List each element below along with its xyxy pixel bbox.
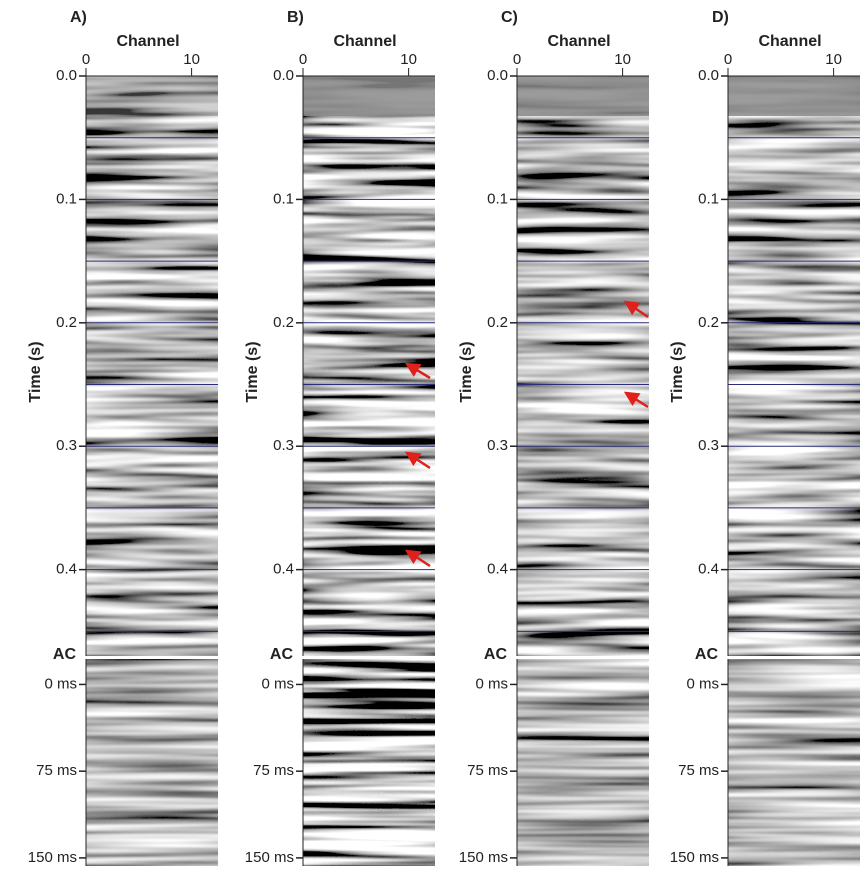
panel-label: B) <box>287 9 304 26</box>
y-axis-label: Time (s) <box>244 341 261 402</box>
panels: A) Channel 0 10 Time (s) 0.0 0.1 0.2 0.3 0.4 AC 0 m… <box>27 9 860 866</box>
ac-y-tick-label: 150 ms <box>28 849 77 866</box>
ac-y-tick-label: 0 ms <box>686 675 719 692</box>
y-tick-label: 0.2 <box>698 314 719 331</box>
panel: D) Channel 0 10 Time (s) 0.0 0.1 0.2 0.3 0.4 AC 0 m… <box>669 9 860 866</box>
x-tick-label: 10 <box>825 51 842 68</box>
y-tick-label: 0.2 <box>273 314 294 331</box>
ac-label: AC <box>270 646 294 663</box>
ac-y-tick-label: 150 ms <box>670 849 719 866</box>
autocorrelation-image <box>86 659 218 866</box>
panel: A) Channel 0 10 Time (s) 0.0 0.1 0.2 0.3 0.4 AC 0 m… <box>27 9 218 866</box>
seismic-image <box>86 76 218 656</box>
quiet-zone <box>86 76 218 116</box>
y-tick-label: 0.3 <box>487 437 508 454</box>
y-axis-label: Time (s) <box>27 341 44 402</box>
arrow <box>404 362 431 380</box>
x-tick-label: 0 <box>724 51 732 68</box>
y-tick-label: 0.3 <box>273 437 294 454</box>
panel-label: A) <box>70 9 87 26</box>
y-tick-label: 0.4 <box>698 561 719 578</box>
x-axis-label: Channel <box>547 33 610 50</box>
y-tick-label: 0.3 <box>56 437 77 454</box>
x-tick-label: 10 <box>183 51 200 68</box>
arrow <box>623 300 649 319</box>
annotation-arrows <box>404 300 649 568</box>
ac-y-tick-label: 150 ms <box>245 849 294 866</box>
panel-label: C) <box>501 9 518 26</box>
y-axis-label: Time (s) <box>669 341 686 402</box>
x-axis-label: Channel <box>758 33 821 50</box>
ac-label: AC <box>695 646 719 663</box>
y-tick-label: 0.1 <box>487 190 508 207</box>
autocorrelation-image <box>728 659 860 866</box>
y-tick-label: 0.0 <box>273 67 294 84</box>
ac-y-tick-label: 150 ms <box>459 849 508 866</box>
arrow <box>623 391 649 409</box>
y-tick-label: 0.0 <box>698 67 719 84</box>
seismic-image <box>303 76 435 656</box>
ac-label: AC <box>53 646 77 663</box>
arrow <box>404 549 431 568</box>
y-tick-label: 0.3 <box>698 437 719 454</box>
y-tick-label: 0.0 <box>487 67 508 84</box>
y-tick-label: 0.2 <box>487 314 508 331</box>
x-tick-label: 0 <box>82 51 90 68</box>
y-tick-label: 0.2 <box>56 314 77 331</box>
y-tick-label: 0.4 <box>273 561 294 578</box>
ac-y-tick-label: 75 ms <box>678 762 719 779</box>
ac-y-tick-label: 0 ms <box>475 675 508 692</box>
seismic-image <box>517 76 649 656</box>
ac-y-tick-label: 75 ms <box>36 762 77 779</box>
ac-y-tick-label: 0 ms <box>44 675 77 692</box>
panel-label: D) <box>712 9 729 26</box>
quiet-zone <box>728 76 860 116</box>
autocorrelation-image <box>517 659 649 866</box>
ac-y-tick-label: 75 ms <box>467 762 508 779</box>
y-tick-label: 0.4 <box>56 561 77 578</box>
y-axis-label: Time (s) <box>458 341 475 402</box>
quiet-zone <box>303 76 435 116</box>
y-tick-label: 0.4 <box>487 561 508 578</box>
x-tick-label: 0 <box>299 51 307 68</box>
ac-label: AC <box>484 646 508 663</box>
panel: B) Channel 0 10 Time (s) 0.0 0.1 0.2 0.3 0.4 AC 0 m… <box>244 9 435 866</box>
panel: C) Channel 0 10 Time (s) 0.0 0.1 0.2 0.3 0.4 AC 0 m… <box>458 9 649 866</box>
autocorrelation-image <box>303 659 435 866</box>
x-tick-label: 10 <box>614 51 631 68</box>
x-axis-label: Channel <box>333 33 396 50</box>
y-tick-label: 0.1 <box>56 190 77 207</box>
seismic-image <box>728 76 860 656</box>
x-tick-label: 10 <box>400 51 417 68</box>
quiet-zone <box>517 76 649 116</box>
ac-y-tick-label: 0 ms <box>261 675 294 692</box>
ac-y-tick-label: 75 ms <box>253 762 294 779</box>
y-tick-label: 0.1 <box>273 190 294 207</box>
y-tick-label: 0.1 <box>698 190 719 207</box>
y-tick-label: 0.0 <box>56 67 77 84</box>
x-tick-label: 0 <box>513 51 521 68</box>
arrow <box>404 451 431 470</box>
x-axis-label: Channel <box>116 33 179 50</box>
